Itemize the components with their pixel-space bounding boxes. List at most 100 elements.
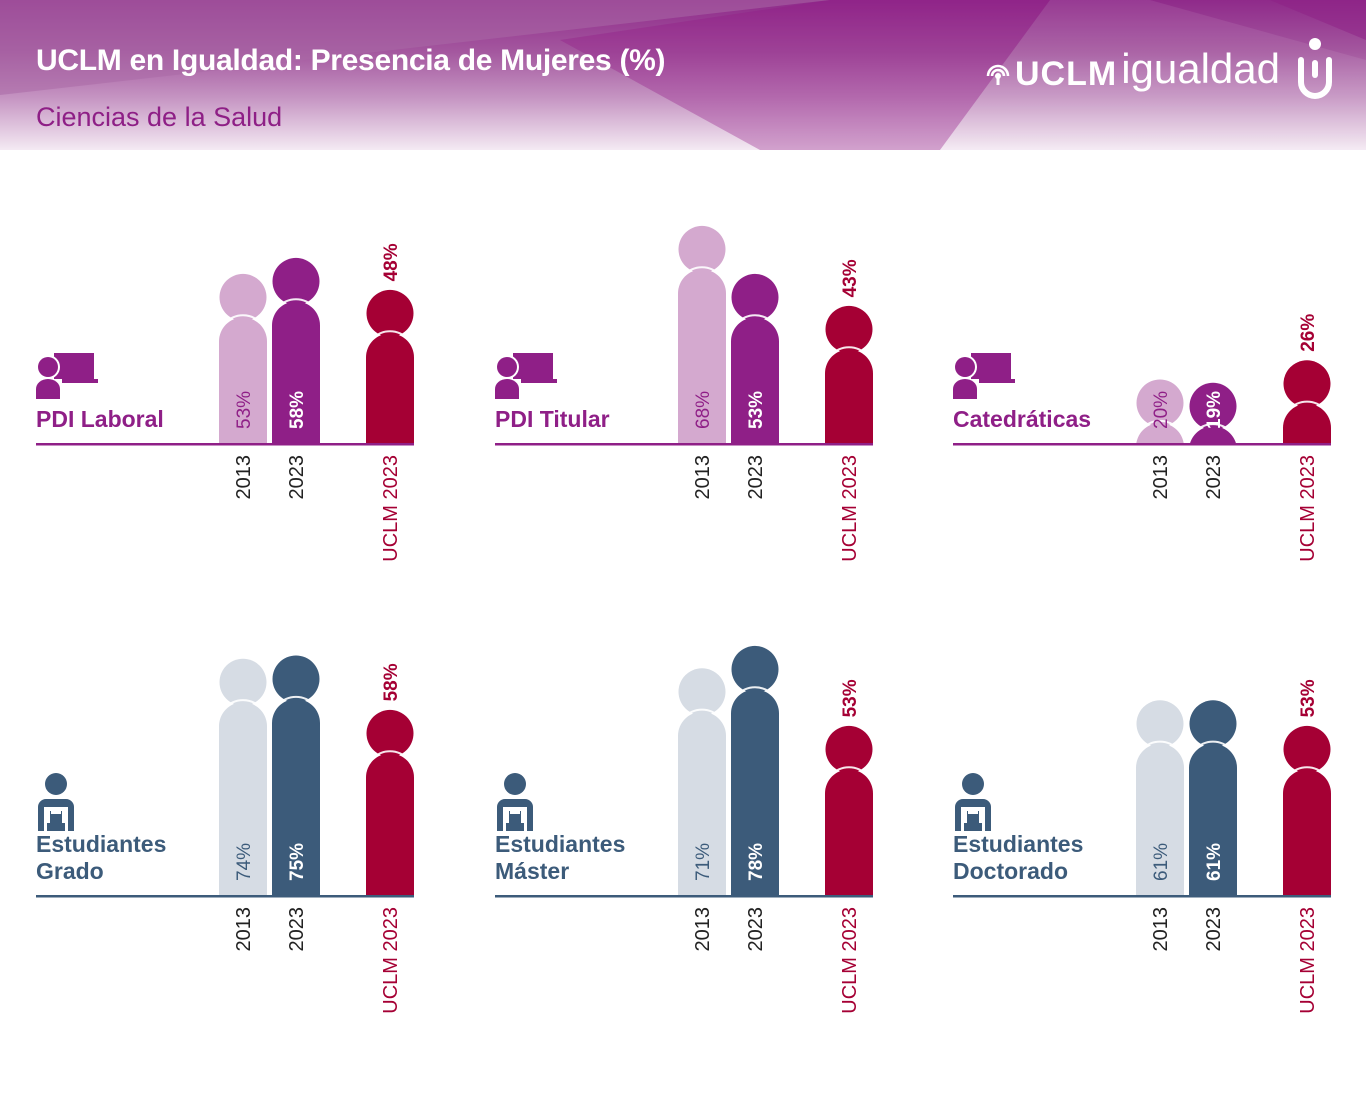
value-label: 20% bbox=[1151, 391, 1172, 429]
bar-figure-uclm-2023 bbox=[366, 709, 414, 895]
bar-figure-2023 bbox=[272, 257, 320, 443]
bar-figure-2023 bbox=[1189, 382, 1237, 444]
teacher-at-board-icon bbox=[953, 353, 1015, 399]
value-label: 19% bbox=[1204, 391, 1225, 429]
value-label: 53% bbox=[746, 391, 767, 429]
figure-body bbox=[678, 711, 726, 895]
u-igualdad-badge-icon bbox=[1298, 38, 1332, 99]
bar-figure-2013 bbox=[219, 273, 267, 443]
x-tick-label: 2023 bbox=[1203, 907, 1225, 952]
value-label-uclm: 43% bbox=[840, 259, 861, 297]
student-backpack-icon bbox=[955, 773, 991, 831]
baseline bbox=[36, 895, 414, 898]
baseline bbox=[495, 895, 873, 898]
figure-head bbox=[678, 225, 726, 273]
figure-head bbox=[366, 709, 414, 757]
x-tick-label: UCLM 2023 bbox=[380, 455, 402, 562]
figure-body bbox=[825, 769, 873, 895]
figure-body bbox=[678, 269, 726, 443]
figure-body bbox=[1136, 743, 1184, 895]
x-tick-label: 2013 bbox=[233, 455, 255, 500]
baseline bbox=[953, 443, 1331, 446]
uclm-broadcast-icon bbox=[986, 64, 1010, 85]
value-label: 53% bbox=[234, 391, 255, 429]
value-label: 75% bbox=[287, 843, 308, 881]
figure-head bbox=[219, 658, 267, 706]
figure-body bbox=[1136, 423, 1184, 443]
figure-head bbox=[1136, 700, 1184, 748]
figure-head bbox=[731, 273, 779, 321]
x-tick-label: UCLM 2023 bbox=[839, 907, 861, 1014]
x-tick-label: 2013 bbox=[1150, 907, 1172, 952]
category-label: Estudiantes bbox=[36, 831, 166, 857]
x-tick-label: 2013 bbox=[692, 907, 714, 952]
bar-figure-2013 bbox=[678, 225, 726, 443]
x-tick-label: UCLM 2023 bbox=[1297, 907, 1319, 1014]
figure-head bbox=[731, 645, 779, 693]
category-label: Catedráticas bbox=[953, 406, 1091, 432]
category-label: Grado bbox=[36, 858, 104, 884]
value-label-uclm: 48% bbox=[381, 243, 402, 281]
bar-figure-uclm-2023 bbox=[1283, 725, 1331, 895]
value-label: 61% bbox=[1151, 843, 1172, 881]
bar-figure-2023 bbox=[731, 273, 780, 443]
figure-head bbox=[272, 257, 320, 305]
value-label: 78% bbox=[746, 843, 767, 881]
value-label-uclm: 53% bbox=[840, 679, 861, 717]
figure-head bbox=[825, 305, 873, 353]
header-banner: UCLM en Igualdad: Presencia de Mujeres (… bbox=[0, 0, 1366, 150]
category-label: Estudiantes bbox=[953, 831, 1083, 857]
x-tick-label: 2023 bbox=[286, 455, 308, 500]
student-backpack-icon bbox=[38, 773, 74, 831]
student-backpack-icon bbox=[497, 773, 533, 831]
x-tick-label: 2023 bbox=[1203, 455, 1225, 500]
figure-body bbox=[366, 333, 414, 443]
baseline bbox=[495, 443, 873, 446]
x-tick-label: 2023 bbox=[286, 907, 308, 952]
bar-figure-2023 bbox=[272, 655, 320, 895]
category-label: PDI Titular bbox=[495, 406, 610, 432]
x-tick-label: 2023 bbox=[745, 907, 767, 952]
category-label: Estudiantes bbox=[495, 831, 625, 857]
figure-body bbox=[1283, 769, 1331, 895]
header-background-facets bbox=[0, 0, 1366, 150]
figure-body bbox=[366, 753, 414, 895]
figure-head bbox=[1283, 360, 1331, 408]
figure-head bbox=[1189, 700, 1237, 748]
bar-figure-2013 bbox=[678, 668, 726, 895]
bar-figure-uclm-2023 bbox=[1283, 360, 1331, 443]
figure-body bbox=[1189, 426, 1237, 444]
logo-wordmark-bold: UCLM bbox=[1014, 54, 1118, 93]
category-label: PDI Laboral bbox=[36, 406, 164, 432]
figure-body bbox=[731, 317, 780, 443]
value-label: 58% bbox=[287, 391, 308, 429]
x-tick-label: UCLM 2023 bbox=[839, 455, 861, 562]
bar-figure-2023 bbox=[731, 645, 780, 895]
x-tick-label: UCLM 2023 bbox=[1297, 455, 1319, 562]
x-tick-label: 2013 bbox=[233, 907, 255, 952]
x-tick-label: 2023 bbox=[745, 455, 767, 500]
teacher-at-board-icon bbox=[495, 353, 557, 399]
bar-figure-uclm-2023 bbox=[366, 289, 414, 443]
bar-figure-2013 bbox=[1136, 700, 1184, 895]
category-label: Doctorado bbox=[953, 858, 1068, 884]
x-tick-label: UCLM 2023 bbox=[380, 907, 402, 1014]
bar-figure-2023 bbox=[1189, 700, 1237, 895]
value-label: 71% bbox=[693, 843, 714, 881]
figure-head bbox=[1189, 382, 1237, 430]
uclm-igualdad-logo: UCLM igualdad bbox=[985, 38, 1332, 100]
baseline bbox=[953, 895, 1331, 898]
figure-body bbox=[1189, 743, 1237, 895]
bar-figure-uclm-2023 bbox=[825, 725, 873, 895]
teacher-at-board-icon bbox=[36, 353, 98, 399]
value-label: 74% bbox=[234, 843, 255, 881]
logo-wordmark-light: igualdad bbox=[1121, 45, 1280, 92]
figure-body bbox=[272, 699, 320, 895]
page-subtitle: Ciencias de la Salud bbox=[36, 102, 283, 132]
